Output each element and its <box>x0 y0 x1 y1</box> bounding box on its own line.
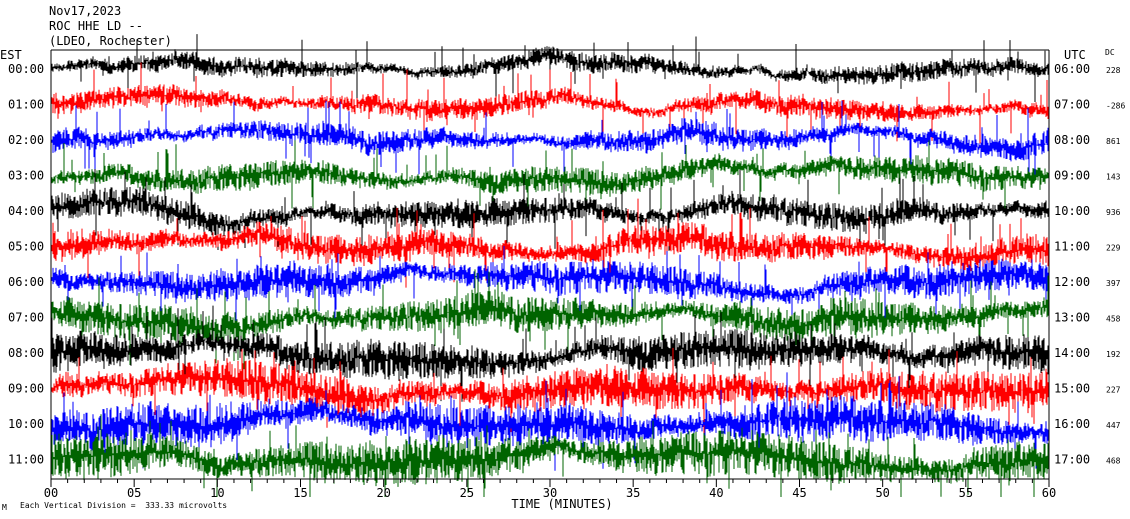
x-tick-label: 25 <box>460 486 474 500</box>
utc-hour-label: 13:00 <box>1054 311 1090 325</box>
dc-offset-value: 229 <box>1106 244 1121 253</box>
utc-hour-label: 11:00 <box>1054 240 1090 254</box>
x-tick-label: 05 <box>127 486 141 500</box>
dc-offset-value: -286 <box>1106 102 1125 111</box>
est-hour-label: 07:00 <box>8 311 44 325</box>
x-tick-label: 50 <box>875 486 889 500</box>
x-tick-label: 30 <box>543 486 557 500</box>
dc-offset-value: 936 <box>1106 208 1121 217</box>
utc-hour-label: 08:00 <box>1054 133 1090 147</box>
est-hour-label: 05:00 <box>8 240 44 254</box>
record-date: Nov17,2023 <box>49 4 122 18</box>
est-hour-label: 09:00 <box>8 382 44 396</box>
dc-column-title: DC <box>1105 48 1115 57</box>
est-hour-label: 08:00 <box>8 346 44 360</box>
utc-hour-label: 14:00 <box>1054 346 1090 360</box>
utc-hour-label: 09:00 <box>1054 169 1090 183</box>
x-tick-label: 00 <box>44 486 58 500</box>
est-axis-title: EST <box>0 48 22 62</box>
corner-mark: M <box>2 503 7 512</box>
est-hour-label: 03:00 <box>8 169 44 183</box>
dc-offset-value: 228 <box>1106 66 1121 75</box>
dc-offset-value: 397 <box>1106 279 1121 288</box>
x-tick-label: 20 <box>376 486 390 500</box>
x-tick-label: 10 <box>210 486 224 500</box>
est-hour-label: 01:00 <box>8 98 44 112</box>
est-hour-label: 06:00 <box>8 275 44 289</box>
traces-group <box>50 34 1050 497</box>
utc-hour-label: 17:00 <box>1054 453 1090 467</box>
utc-hour-label: 10:00 <box>1054 204 1090 218</box>
est-hour-label: 00:00 <box>8 62 44 76</box>
x-tick-label: 35 <box>626 486 640 500</box>
dc-offset-value: 143 <box>1106 173 1121 182</box>
x-tick-label: 40 <box>709 486 723 500</box>
utc-hour-label: 15:00 <box>1054 382 1090 396</box>
x-tick-label: 55 <box>959 486 973 500</box>
utc-hour-label: 16:00 <box>1054 417 1090 431</box>
est-hour-label: 02:00 <box>8 133 44 147</box>
x-tick-label: 60 <box>1042 486 1056 500</box>
est-hour-label: 04:00 <box>8 204 44 218</box>
utc-hour-label: 07:00 <box>1054 98 1090 112</box>
scale-note: Each Vertical Division = 333.33 microvol… <box>20 501 228 510</box>
utc-hour-label: 06:00 <box>1054 62 1090 76</box>
x-tick-label: 15 <box>293 486 307 500</box>
x-axis-label: TIME (MINUTES) <box>511 497 612 511</box>
dc-offset-value: 468 <box>1106 457 1121 466</box>
dc-offset-value: 192 <box>1106 350 1121 359</box>
est-hour-label: 10:00 <box>8 417 44 431</box>
est-hour-label: 11:00 <box>8 453 44 467</box>
utc-axis-title: UTC <box>1064 48 1086 62</box>
dc-offset-value: 227 <box>1106 386 1121 395</box>
network-name: (LDEO, Rochester) <box>49 34 172 48</box>
dc-offset-value: 447 <box>1106 421 1121 430</box>
station-code: ROC HHE LD -- <box>49 19 143 33</box>
dc-offset-value: 861 <box>1106 137 1121 146</box>
x-tick-label: 45 <box>792 486 806 500</box>
utc-hour-label: 12:00 <box>1054 275 1090 289</box>
dc-offset-value: 458 <box>1106 315 1121 324</box>
